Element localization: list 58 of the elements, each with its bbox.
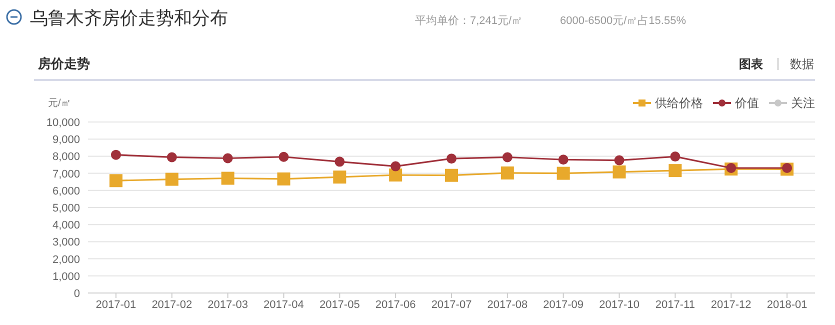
chart-title: 乌鲁木齐房价走势和分布 — [30, 8, 228, 28]
y-tick-label: 5,000 — [52, 202, 80, 214]
text: 平均单价：7,241元/㎡ — [415, 14, 523, 27]
y-axis-title: 元/㎡ — [48, 98, 71, 109]
point — [668, 164, 682, 178]
point — [277, 172, 290, 186]
y-tick-label: 1,000 — [52, 270, 80, 283]
point — [334, 156, 345, 167]
point — [502, 152, 512, 162]
point — [614, 155, 624, 166]
x-tick-label: 2017-06 — [375, 299, 416, 311]
point — [333, 170, 346, 184]
y-tick-label: 3,000 — [52, 236, 80, 249]
x-tick-label: 2017-04 — [264, 299, 304, 311]
point — [222, 153, 233, 164]
y-tick-label: 4,000 — [52, 220, 80, 232]
point — [278, 152, 289, 162]
point — [110, 150, 121, 160]
point — [446, 154, 456, 164]
point — [390, 161, 401, 172]
point — [782, 163, 792, 173]
x-tick-label: 2017-09 — [543, 299, 584, 311]
point — [166, 152, 177, 162]
text: 数据 — [790, 57, 814, 71]
legend-label: 价值 — [734, 96, 759, 110]
point — [726, 163, 736, 173]
x-tick-label: 2017-11 — [655, 299, 695, 311]
point — [670, 152, 680, 162]
x-tick-label: 2017-02 — [152, 299, 192, 311]
y-tick-label: 2,000 — [52, 254, 80, 266]
point — [389, 168, 402, 182]
legend-label: 关注 — [791, 96, 815, 110]
y-tick-label: 8,000 — [52, 151, 80, 164]
x-tick-label: 2017-03 — [208, 299, 248, 311]
y-tick-label: 7,000 — [52, 168, 80, 180]
point — [612, 165, 626, 178]
point — [221, 172, 234, 185]
point — [556, 166, 570, 180]
x-tick-label: 2018-01 — [766, 299, 808, 311]
x-tick-label: 2017-08 — [487, 299, 528, 311]
x-tick-label: 2017-05 — [319, 299, 360, 311]
y-tick-label: 0 — [74, 288, 80, 300]
text: 6000-6500元/㎡占15.55% — [560, 14, 686, 27]
chart-subtitle: 房价走势 — [37, 56, 90, 71]
x-tick-label: 2017-07 — [431, 299, 472, 311]
y-tick-label: 9,000 — [52, 134, 80, 146]
legend-label: 供给价格 — [655, 96, 703, 110]
point — [165, 172, 178, 186]
point — [500, 166, 514, 180]
x-tick-label: 2017-10 — [599, 299, 640, 311]
point — [109, 174, 122, 188]
x-tick-label: 2017-01 — [96, 299, 136, 311]
x-tick-label: 2017-12 — [710, 299, 752, 311]
y-tick-label: 10,000 — [46, 117, 80, 129]
point — [445, 168, 458, 182]
point — [558, 154, 568, 165]
text: 图表 — [739, 57, 764, 71]
y-tick-label: 6,000 — [52, 185, 80, 198]
